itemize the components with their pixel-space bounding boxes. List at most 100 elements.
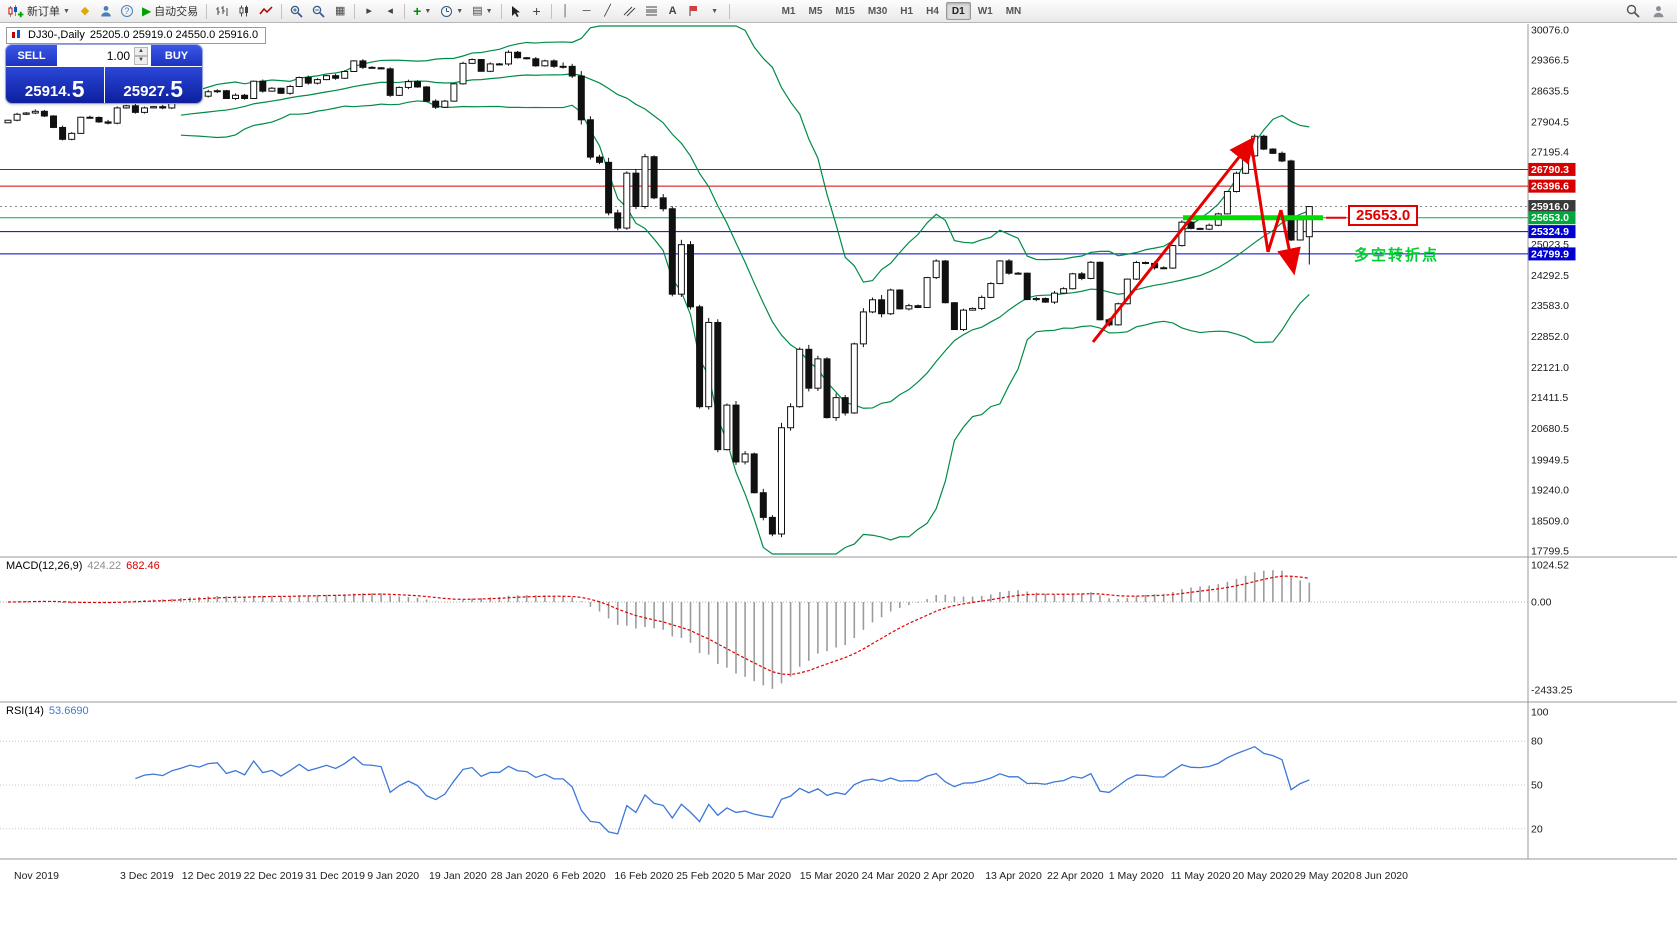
svg-text:11 May 2020: 11 May 2020 (1171, 870, 1231, 882)
timeframe-button-m5[interactable]: M5 (808, 5, 823, 17)
cursor-button[interactable] (506, 2, 526, 21)
zoom-in-button[interactable] (286, 2, 307, 21)
timeframe-toolbar: M1 M5 M15 M30 H1 H4 D1 W1 MN (776, 2, 1028, 20)
svg-text:24292.5: 24292.5 (1531, 270, 1569, 282)
timeframe-button-m30[interactable]: M30 (867, 5, 888, 17)
crosshair-icon: + (532, 3, 541, 19)
indicators-icon: + (413, 3, 422, 19)
bar-chart-icon (216, 6, 228, 16)
text-button[interactable]: A (663, 2, 683, 21)
volume-up-icon[interactable]: ▲ (134, 46, 148, 56)
line-chart-button[interactable] (255, 2, 277, 21)
volume-stepper[interactable]: ▲ ▼ (134, 46, 148, 65)
sell-price-frac: 5 (71, 76, 85, 103)
volume-value: 1.00 (106, 48, 131, 63)
metaeditor-button[interactable]: ◆ (75, 2, 95, 21)
timeframe-button-m15[interactable]: M15 (835, 5, 855, 17)
toolbar-separator (550, 3, 552, 19)
timeframe-button-mn[interactable]: MN (1005, 5, 1022, 17)
line-chart-icon (259, 6, 273, 15)
svg-text:1 May 2020: 1 May 2020 (1109, 870, 1164, 882)
sell-price-button[interactable]: 25914. 5 (6, 67, 105, 103)
chart-shift-button[interactable]: ◂ (380, 2, 400, 21)
timeframe-button-h1[interactable]: H1 (900, 5, 914, 17)
fibonacci-button[interactable] (641, 2, 662, 21)
macd-signal-value: 682.46 (126, 560, 160, 572)
timeframe-button-w1[interactable]: W1 (977, 5, 993, 17)
zoom-out-icon (312, 5, 325, 18)
vertical-line-button[interactable]: │ (556, 2, 576, 21)
search-button[interactable] (1622, 2, 1644, 21)
fibonacci-icon (645, 6, 657, 16)
periods-button[interactable]: ▼ (436, 2, 467, 21)
autotrading-label: 自动交易 (154, 6, 199, 18)
svg-text:24 Mar 2020: 24 Mar 2020 (862, 870, 921, 882)
sell-label-button[interactable]: SELL (6, 45, 58, 66)
svg-text:22852.0: 22852.0 (1531, 331, 1569, 343)
help-button[interactable]: ? (117, 2, 137, 21)
buy-price-button[interactable]: 25927. 5 (104, 67, 202, 103)
buy-label-button[interactable]: BUY (150, 45, 202, 66)
horizontal-line-button[interactable]: ─ (577, 2, 597, 21)
buy-price-frac: 5 (170, 76, 184, 103)
autotrading-button[interactable]: ▶ 自动交易 (138, 2, 202, 21)
svg-text:2 Apr 2020: 2 Apr 2020 (923, 870, 974, 882)
toolbar-separator (354, 3, 356, 19)
indicators-button[interactable]: + ▼ (409, 2, 435, 21)
help-icon: ? (120, 5, 133, 17)
community-button[interactable] (1648, 2, 1669, 21)
trendline-button[interactable]: ╱ (598, 2, 618, 21)
periods-clock-icon (441, 5, 453, 17)
candlestick-chart-icon (239, 5, 249, 17)
tile-windows-icon: ▦ (334, 4, 346, 17)
svg-text:80: 80 (1531, 736, 1543, 748)
chart-ohlc-values: 25205.0 25919.0 24550.0 25916.0 (89, 29, 259, 41)
zoom-out-button[interactable] (308, 2, 329, 21)
timeframe-button-d1[interactable]: D1 (945, 2, 971, 20)
svg-text:Nov 2019: Nov 2019 (14, 870, 59, 882)
macd-main-value: 424.22 (87, 560, 122, 572)
svg-text:8 Jun 2020: 8 Jun 2020 (1356, 870, 1408, 882)
volume-down-icon[interactable]: ▼ (134, 55, 148, 65)
channel-button[interactable] (619, 2, 640, 21)
new-order-button[interactable]: 新订单 ▼ (4, 2, 74, 21)
volume-input[interactable]: 1.00 ▲ ▼ (58, 45, 150, 66)
sell-price-main: 25914. (24, 83, 71, 100)
svg-text:16 Feb 2020: 16 Feb 2020 (614, 870, 673, 882)
text-icon: A (668, 4, 677, 17)
crosshair-button[interactable]: + (527, 2, 547, 21)
svg-text:100: 100 (1531, 707, 1549, 719)
tile-windows-button[interactable]: ▦ (330, 2, 350, 21)
one-click-trading-panel: SELL 1.00 ▲ ▼ BUY 25914. 5 25927. 5 (6, 45, 202, 103)
templates-button[interactable]: ▤ ▼ (468, 2, 496, 21)
svg-text:21411.5: 21411.5 (1531, 392, 1568, 404)
auto-scroll-button[interactable]: ▸ (359, 2, 379, 21)
cursor-icon (512, 5, 521, 17)
toolbar-separator (206, 3, 208, 19)
profile-button[interactable] (96, 2, 116, 21)
turning-point-annotation: 多空转折点 (1354, 247, 1440, 264)
svg-text:22121.0: 22121.0 (1531, 362, 1569, 374)
shapes-dropdown-button[interactable]: ▼ (705, 2, 725, 21)
new-order-label: 新订单 (27, 6, 60, 18)
svg-text:17799.5: 17799.5 (1531, 546, 1569, 558)
svg-text:9 Jan 2020: 9 Jan 2020 (367, 870, 419, 882)
text-label-button[interactable] (684, 2, 704, 21)
bar-chart-button[interactable] (211, 2, 233, 21)
dropdown-caret-icon: ▼ (711, 7, 719, 15)
timeframe-button-h4[interactable]: H4 (926, 5, 939, 17)
candlestick-chart-button[interactable] (234, 2, 254, 21)
svg-text:26790.3: 26790.3 (1531, 164, 1569, 176)
chart-caption: DJ30-,Daily 25205.0 25919.0 24550.0 2591… (6, 27, 267, 44)
timeframe-button-m1[interactable]: M1 (781, 5, 796, 17)
dropdown-caret-icon: ▼ (424, 7, 432, 15)
new-order-icon (8, 4, 24, 17)
rsi-caption: RSI(14) 53.6690 (6, 705, 89, 717)
svg-text:28635.5: 28635.5 (1531, 86, 1569, 98)
svg-text:25916.0: 25916.0 (1531, 201, 1569, 213)
price-level-label: 25653.0 (1348, 205, 1419, 226)
toolbar-separator (500, 3, 502, 19)
community-icon (1653, 5, 1664, 17)
svg-text:1024.52: 1024.52 (1531, 559, 1569, 571)
